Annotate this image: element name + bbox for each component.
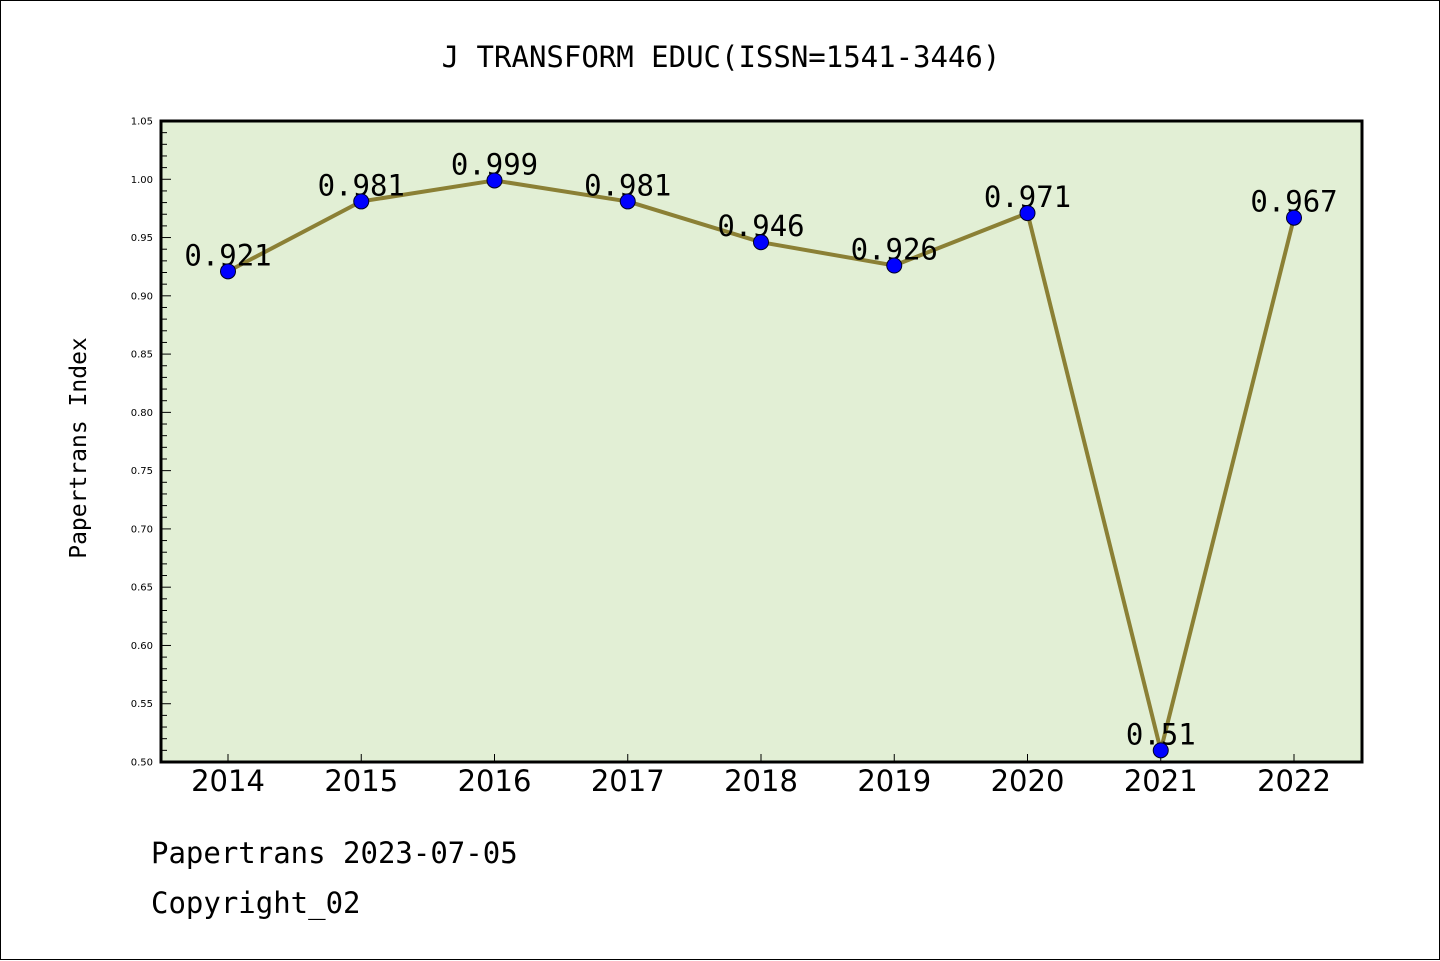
x-tick-label: 2014 (191, 764, 265, 798)
x-axis-tick-labels: 2014 2015 2016 2017 2018 2019 2020 2021 2022 (191, 754, 1331, 798)
data-point (886, 257, 903, 274)
x-tick-label: 2015 (324, 764, 398, 798)
data-point (1019, 205, 1036, 222)
y-tick-label: 0.90 (131, 291, 153, 302)
plot-border (159, 119, 1364, 764)
x-tick-label: 2022 (1257, 764, 1331, 798)
data-markers (220, 172, 1302, 759)
data-point (1152, 742, 1169, 759)
chart-title: J TRANSFORM EDUC(ISSN=1541-3446) (442, 40, 1001, 74)
y-tick-label: 0.70 (131, 524, 153, 535)
data-point (619, 193, 636, 210)
x-tick-label: 2021 (1124, 764, 1198, 798)
data-labels: 0.9210.9810.9990.9810.9460.9260.9710.510… (184, 147, 1337, 751)
y-tick-label: 1.00 (131, 175, 153, 186)
x-tick-label: 2017 (591, 764, 665, 798)
y-tick-label: 0.60 (131, 641, 153, 652)
data-point (1286, 209, 1302, 226)
y-tick-label: 0.95 (131, 233, 153, 244)
y-tick-label: 0.50 (131, 758, 153, 769)
x-tick-label: 2019 (857, 764, 931, 798)
data-point (353, 193, 370, 210)
y-tick-label: 0.65 (131, 583, 153, 594)
footer-copyright: Copyright_02 (151, 886, 361, 920)
x-tick-label: 2016 (458, 764, 532, 798)
x-tick-label: 2018 (724, 764, 798, 798)
y-axis-label: Papertrans Index (66, 337, 92, 559)
x-tick-label: 2020 (991, 764, 1065, 798)
footer-source: Papertrans 2023-07-05 (151, 836, 518, 870)
data-point (486, 172, 503, 189)
y-tick-label: 0.75 (131, 466, 153, 477)
y-tick-label: 0.80 (131, 408, 153, 419)
y-tick-label: 0.55 (131, 699, 153, 710)
y-tick-label: 1.05 (131, 117, 153, 128)
plot-area (161, 121, 1362, 762)
data-point (220, 263, 236, 280)
data-point (753, 234, 769, 251)
y-axis-ticks: 0.50 0.55 0.60 0.65 0.70 0.75 0.80 0.85 0.90 0.95… (131, 117, 171, 769)
y-tick-label: 0.85 (131, 350, 153, 361)
